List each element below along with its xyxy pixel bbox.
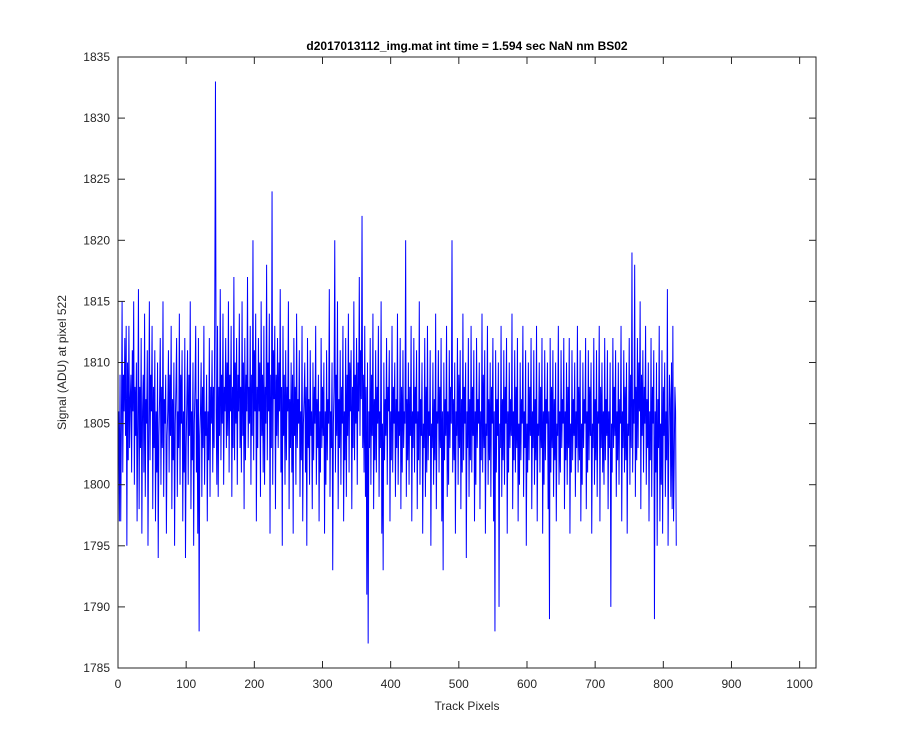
x-tick-label-3: 300 (312, 677, 332, 691)
chart-title: d2017013112_img.mat int time = 1.594 sec… (306, 39, 628, 53)
x-tick-label-9: 900 (721, 677, 741, 691)
x-tick-label-2: 200 (244, 677, 264, 691)
y-axis-label: Signal (ADU) at pixel 522 (55, 295, 69, 430)
plot-frame (117, 56, 817, 669)
x-tick-label-6: 600 (517, 677, 537, 691)
x-tick-label-5: 500 (449, 677, 469, 691)
x-tick-label-7: 700 (585, 677, 605, 691)
y-tick-label-7: 1820 (83, 233, 110, 247)
x-axis: 0 100 200 300 400 500 600 700 800 900 1000 (115, 57, 813, 691)
x-tick-label-10: 1000 (786, 677, 813, 691)
series-layer (118, 81, 677, 644)
y-tick-label-8: 1825 (83, 172, 110, 186)
y-tick-label-1: 1790 (83, 600, 110, 614)
y-tick-label-4: 1805 (83, 417, 110, 431)
y-tick-label-5: 1810 (83, 356, 110, 370)
x-tick-label-8: 800 (653, 677, 673, 691)
y-tick-label-2: 1795 (83, 539, 110, 553)
x-tick-label-0: 0 (115, 677, 122, 691)
x-tick-label-1: 100 (176, 677, 196, 691)
x-tick-label-4: 400 (381, 677, 401, 691)
series-line-0 (118, 81, 677, 644)
y-tick-label-10: 1835 (83, 50, 110, 64)
y-tick-label-3: 1800 (83, 478, 110, 492)
y-axis: 1785 1790 1795 1800 1805 1810 1815 1820 1825 1830… (83, 50, 816, 675)
y-tick-label-9: 1830 (83, 111, 110, 125)
x-axis-label: Track Pixels (435, 699, 500, 713)
y-tick-label-6: 1815 (83, 294, 110, 308)
y-tick-label-0: 1785 (83, 661, 110, 675)
